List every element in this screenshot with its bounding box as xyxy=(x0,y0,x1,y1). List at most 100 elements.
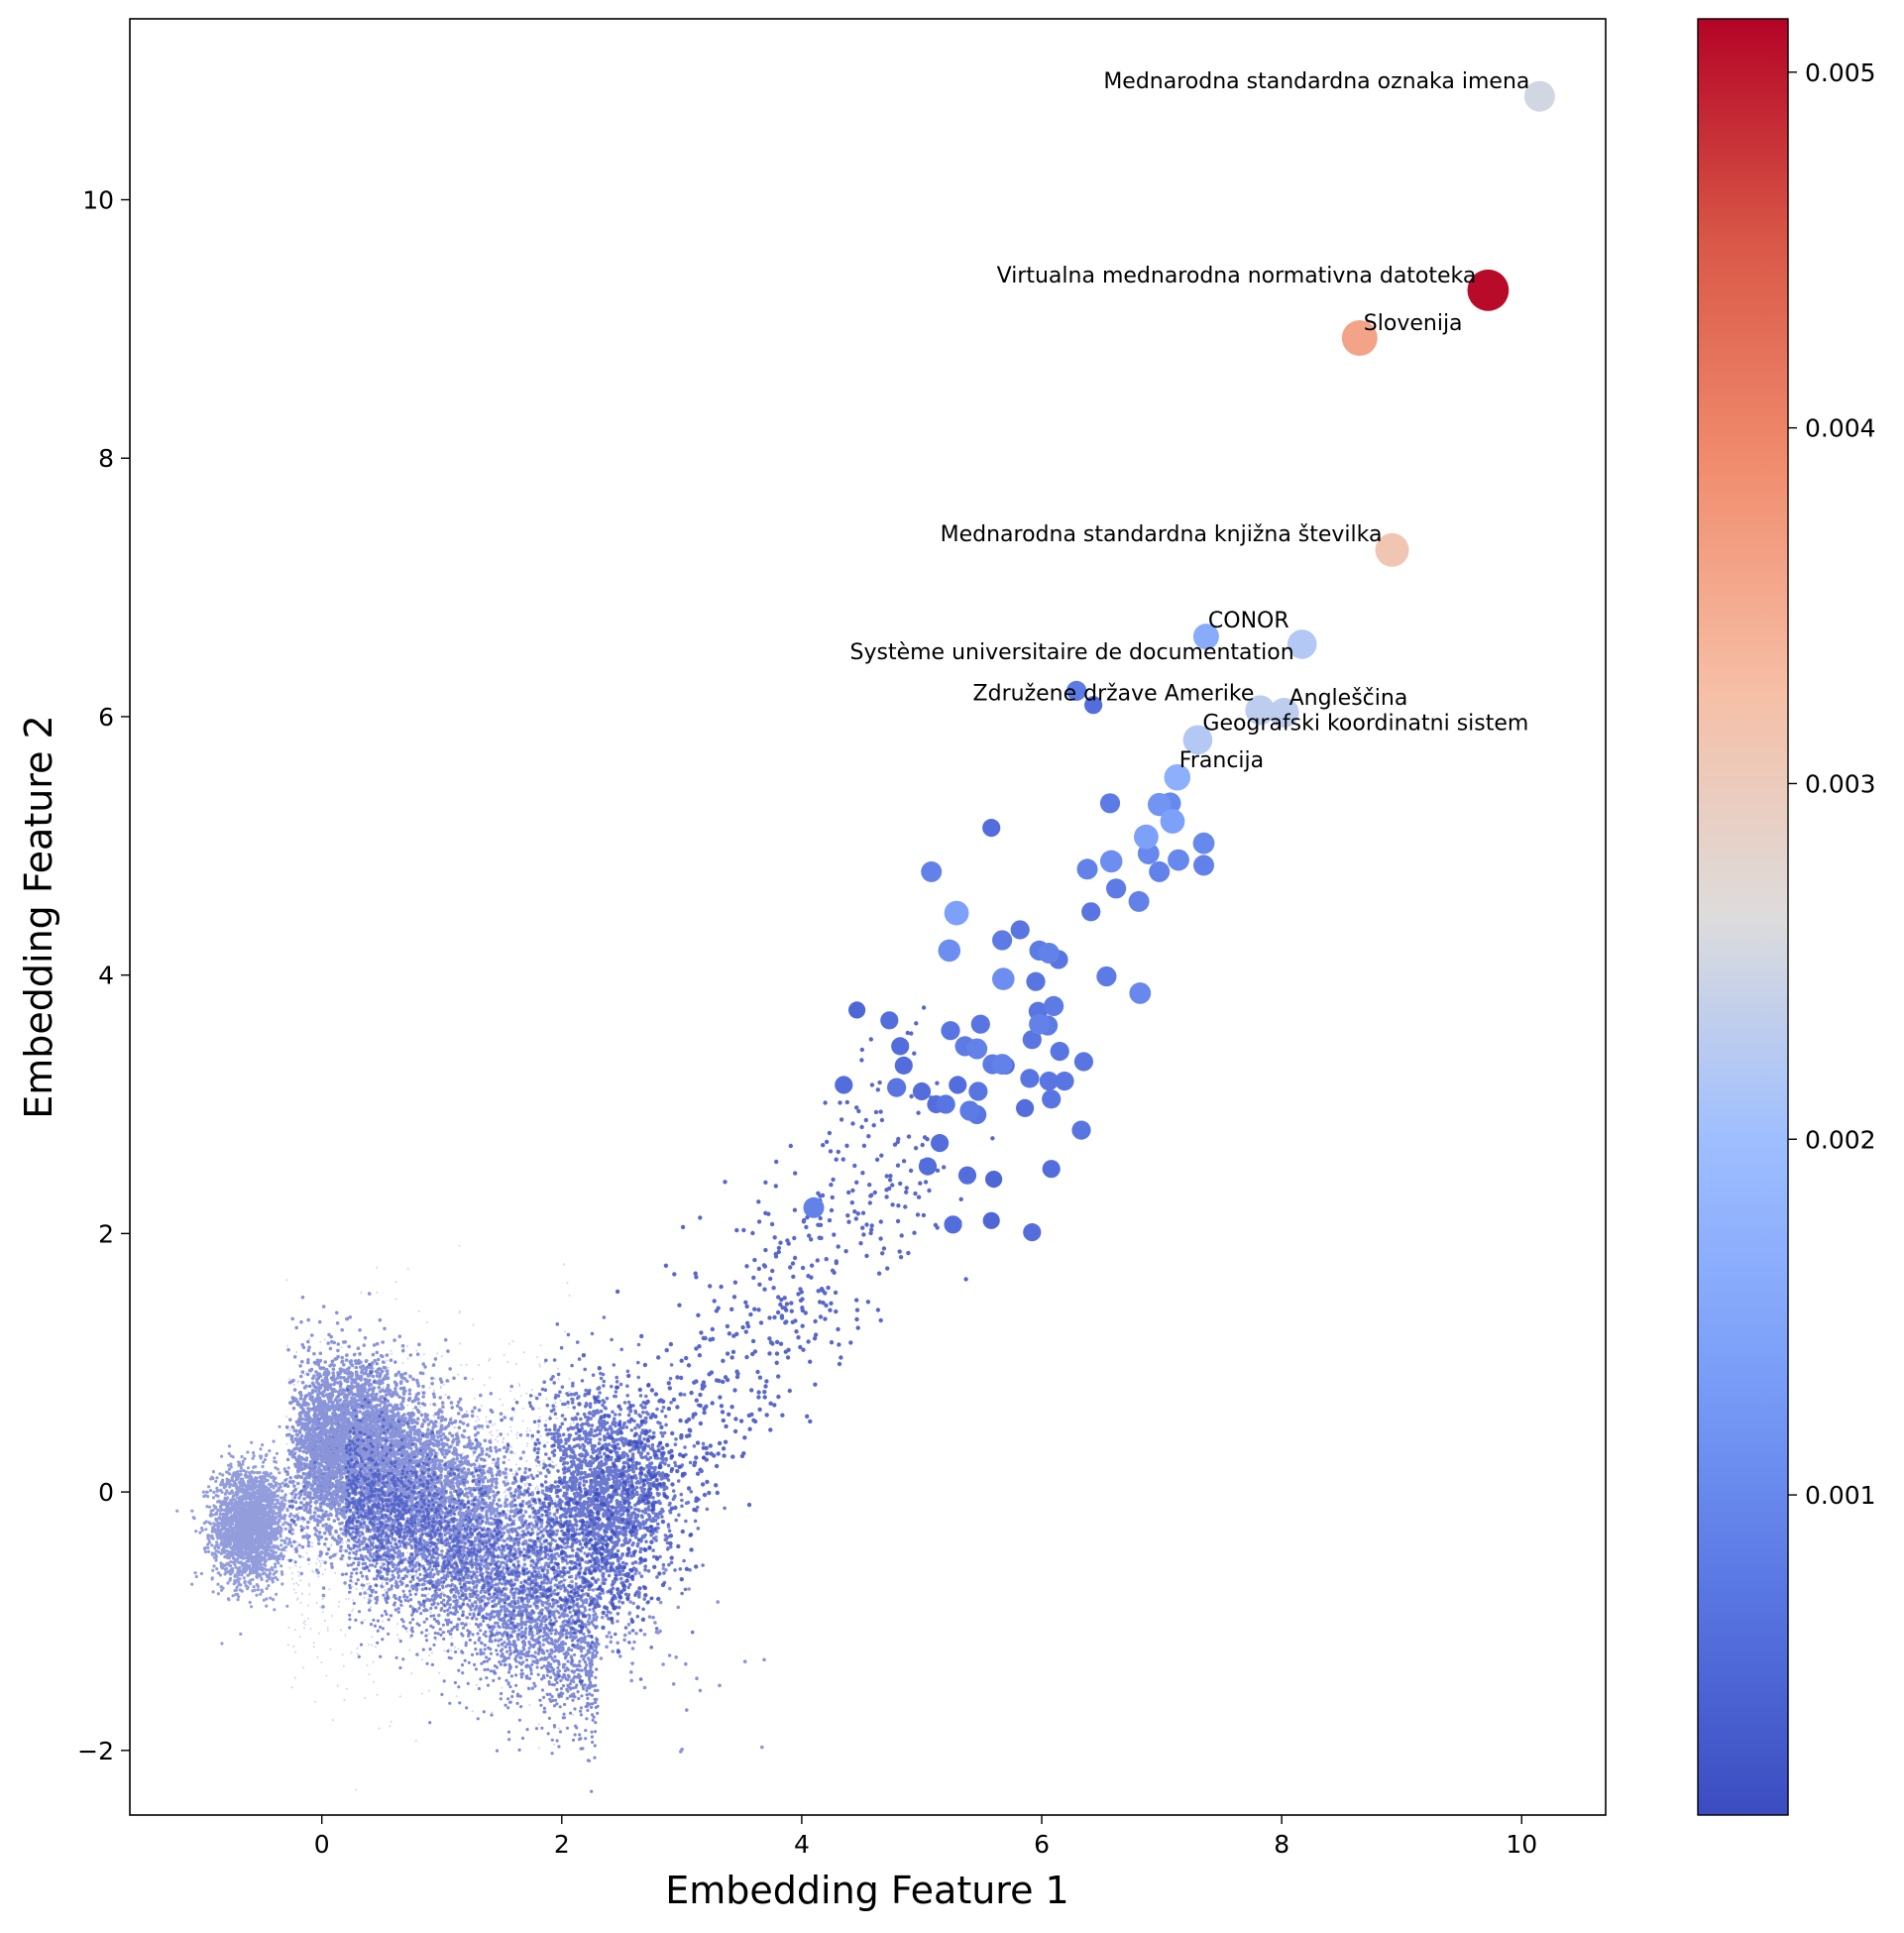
colorbar-tick-label: 0.005 xyxy=(1805,58,1876,87)
background-point-cloud xyxy=(175,1005,995,1793)
scatter-point xyxy=(992,967,1015,990)
scatter-point xyxy=(880,1011,899,1030)
y-tick-label: 0 xyxy=(98,1478,114,1507)
scatter-point xyxy=(1099,850,1123,873)
annotation-label: Mednarodna standardna oznaka imena xyxy=(1103,69,1529,94)
scatter-point-annotated xyxy=(1523,80,1555,112)
scatter-point xyxy=(1010,920,1030,940)
scatter-point xyxy=(1020,1069,1040,1088)
scatter-point xyxy=(992,930,1013,951)
annotation-label: Virtualna mednarodna normativna datoteka xyxy=(997,264,1477,288)
scatter-point xyxy=(912,1081,932,1101)
scatter-point xyxy=(944,900,969,926)
annotation-label: Francija xyxy=(1179,748,1264,773)
colorbar-tick-label: 0.004 xyxy=(1805,414,1876,443)
y-tick-label: 4 xyxy=(98,962,114,990)
scatter-point xyxy=(918,1157,938,1176)
scatter-point xyxy=(803,1196,825,1218)
scatter-point xyxy=(1022,1030,1042,1050)
scatter-point xyxy=(959,1100,980,1121)
scatter-point-annotated xyxy=(1375,532,1409,567)
scatter-point xyxy=(941,1021,960,1041)
annotation-label: Angleščina xyxy=(1289,686,1408,711)
scatter-point xyxy=(1042,1089,1062,1109)
y-tick-label: 10 xyxy=(82,186,114,215)
annotation-label: Slovenija xyxy=(1364,311,1463,336)
scatter-point xyxy=(970,1014,990,1034)
annotation-label: Geografski koordinatni sistem xyxy=(1202,711,1528,736)
point-cloud-cluster xyxy=(547,1005,995,1684)
scatter-point xyxy=(944,1215,962,1234)
scatter-point xyxy=(887,1078,907,1097)
scatter-point xyxy=(1149,860,1171,882)
colorbar-tick-label: 0.003 xyxy=(1805,769,1876,798)
scatter-point xyxy=(1192,832,1215,854)
scatter-point xyxy=(1016,1098,1035,1117)
scatter-point xyxy=(1168,849,1189,871)
scatter-point xyxy=(1148,792,1172,817)
scatter-point-annotated xyxy=(1245,695,1276,726)
scatter-point-annotated xyxy=(1287,629,1317,659)
x-tick-label: 2 xyxy=(554,1830,570,1859)
scatter-point-annotated xyxy=(1341,320,1378,356)
scatter-points xyxy=(803,80,1555,1242)
scatter-point xyxy=(894,1056,913,1075)
annotation-label: CONOR xyxy=(1208,609,1289,633)
scatter-point xyxy=(921,860,943,882)
point-cloud-cluster xyxy=(474,1315,727,1681)
scatter-point xyxy=(1023,1223,1042,1242)
scatter-point xyxy=(982,1211,1000,1229)
scatter-point xyxy=(1029,1013,1051,1035)
colorbar-axis: 0.001 0.002 0.003 0.004 0.005 xyxy=(1788,58,1876,1510)
scatter-point xyxy=(938,939,961,963)
y-tick-label: 6 xyxy=(98,703,114,732)
point-cloud-cluster xyxy=(175,1424,317,1646)
scatter-point xyxy=(1099,793,1121,814)
y-tick-label: 8 xyxy=(98,444,114,473)
annotation-label: Mednarodna standardna knjižna številka xyxy=(941,522,1383,547)
scatter-point xyxy=(1055,1072,1074,1091)
scatter-point xyxy=(1071,1120,1091,1140)
x-tick-label: 8 xyxy=(1274,1830,1289,1859)
x-axis-label: Embedding Feature 1 xyxy=(665,1869,1068,1912)
scatter-point-annotated xyxy=(1192,624,1219,650)
scatter-point xyxy=(1038,943,1060,964)
scatter-point-annotated xyxy=(1269,698,1299,728)
scatter-point xyxy=(1096,966,1117,987)
scatter-point xyxy=(1106,878,1127,899)
x-tick-label: 6 xyxy=(1034,1830,1050,1859)
y-axis-label: Embedding Feature 2 xyxy=(17,715,60,1118)
point-cloud-cluster xyxy=(284,1244,575,1791)
scatter-point xyxy=(931,1134,950,1153)
scatter-point xyxy=(835,1076,853,1094)
scatter-point-annotated xyxy=(1164,763,1191,791)
scatter-point xyxy=(936,1094,955,1114)
point-cloud-cluster xyxy=(344,1362,600,1793)
scatter-point xyxy=(1039,1072,1059,1091)
x-axis: 0 2 4 6 8 10 xyxy=(314,1815,1537,1859)
scatter-point xyxy=(985,1171,1003,1189)
scatter-point xyxy=(966,1038,988,1060)
scatter-point xyxy=(1129,982,1152,1004)
scatter-point xyxy=(949,1076,967,1094)
annotation-label: Združene države Amerike xyxy=(973,681,1255,706)
scatter-point xyxy=(1084,696,1103,715)
y-tick-label: −2 xyxy=(77,1737,114,1765)
scatter-point xyxy=(957,1166,977,1185)
annotation-label: Système universitaire de documentation xyxy=(850,640,1294,665)
scatter-point xyxy=(848,1001,866,1019)
scatter-point xyxy=(1066,680,1087,702)
x-tick-label: 10 xyxy=(1506,1830,1537,1859)
scatter-point xyxy=(1128,890,1150,912)
y-tick-label: 2 xyxy=(98,1219,114,1248)
scatter-point xyxy=(982,819,1001,838)
x-tick-label: 4 xyxy=(794,1830,810,1859)
scatter-point xyxy=(1050,1042,1069,1062)
scatter-point-annotated xyxy=(1467,269,1510,311)
scatter-point-annotated xyxy=(1182,725,1213,755)
scatter-point xyxy=(991,1054,1013,1076)
scatter-point xyxy=(1042,1160,1061,1179)
scatter-point xyxy=(1076,858,1098,880)
colorbar xyxy=(1697,18,1789,1816)
